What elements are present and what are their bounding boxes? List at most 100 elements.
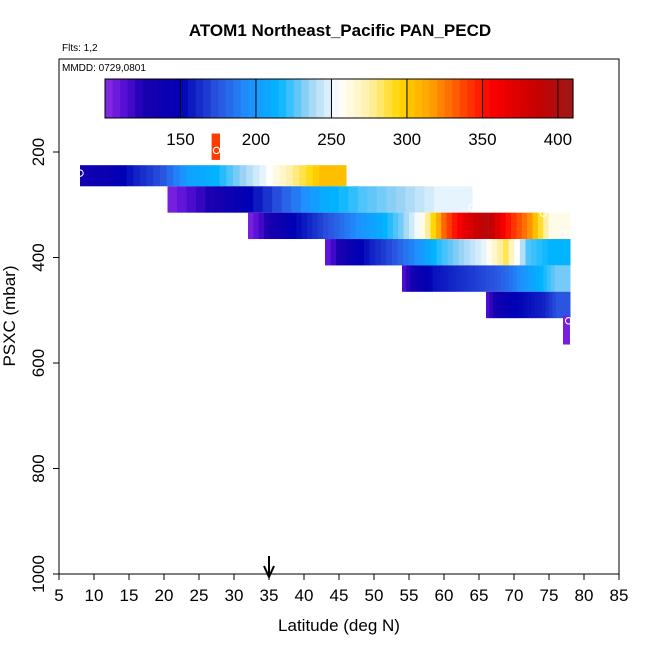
data-cell — [478, 212, 485, 240]
x-tick-label: 70 — [505, 586, 524, 605]
y-tick-label: 800 — [29, 454, 48, 482]
data-cell — [339, 212, 346, 240]
data-cell — [310, 186, 321, 213]
y-tick-label: 600 — [29, 349, 48, 377]
data-cell — [441, 239, 448, 266]
data-cell — [527, 212, 533, 240]
data-cell — [428, 265, 434, 292]
y-tick-label: 1000 — [29, 555, 48, 593]
data-cell — [494, 212, 501, 240]
data-cell — [179, 165, 187, 187]
colorbar-segment — [263, 79, 272, 118]
data-cell — [451, 212, 458, 240]
data-cell — [391, 239, 398, 266]
data-cell — [173, 165, 181, 187]
data-cell — [425, 212, 431, 240]
data-cell — [326, 165, 334, 187]
data-cell — [146, 165, 154, 187]
data-cell — [500, 212, 507, 240]
colorbar-segment — [399, 79, 408, 118]
data-cell — [405, 265, 411, 292]
colorbar-segment — [482, 79, 491, 118]
x-tick-label: 5 — [54, 586, 63, 605]
data-cell — [300, 186, 311, 213]
x-tick-label: 80 — [575, 586, 594, 605]
colorbar-segment — [414, 79, 423, 118]
x-axis-label: Latitude (deg N) — [278, 616, 400, 635]
data-cell — [543, 212, 550, 240]
data-cell — [492, 239, 499, 266]
colorbar-segment — [172, 79, 182, 118]
colorbar-segment — [542, 79, 551, 118]
data-cell — [550, 265, 556, 292]
data-cell — [531, 291, 536, 319]
data-cell — [508, 265, 514, 292]
data-cell — [248, 212, 254, 240]
data-cell — [344, 212, 351, 240]
colorbar-segment — [406, 79, 416, 118]
data-cell — [566, 265, 571, 292]
data-cell — [332, 165, 340, 187]
y-tick-label: 200 — [29, 138, 48, 166]
data-cell — [306, 165, 314, 187]
data-cell — [357, 186, 368, 213]
data-cell — [339, 165, 347, 187]
data-cell — [542, 291, 546, 319]
data-cell — [441, 212, 448, 240]
data-cell — [542, 239, 549, 266]
data-cell — [558, 265, 563, 292]
data-cell — [512, 265, 518, 292]
y-axis: 200 400 600 800 1000 — [29, 138, 59, 593]
data-cell — [333, 212, 340, 240]
data-cell — [153, 165, 161, 187]
data-cell — [539, 265, 544, 292]
colorbar-segment — [512, 79, 521, 118]
data-cell — [531, 239, 538, 266]
data-cell — [252, 165, 261, 187]
colorbar-segment — [240, 79, 250, 118]
x-tick-label: 50 — [365, 586, 384, 605]
data-cell — [564, 239, 571, 266]
data-cell — [323, 212, 329, 240]
colorbar-segment — [188, 79, 197, 118]
data-cell — [317, 212, 324, 240]
data-cell — [559, 212, 566, 240]
data-cell — [478, 265, 483, 292]
colorbar-segment — [255, 79, 265, 118]
data-cell — [425, 239, 432, 266]
data-cell — [469, 239, 476, 266]
x-tick-label: 55 — [400, 586, 419, 605]
data-cells — [80, 133, 571, 345]
data-cell — [296, 212, 303, 240]
data-cell — [430, 212, 437, 240]
data-cell — [521, 212, 528, 240]
data-cell — [292, 165, 300, 187]
colorbar-segment — [233, 79, 242, 118]
data-marker — [212, 146, 221, 155]
arrow-head — [263, 565, 275, 580]
y-tick-label: 400 — [29, 243, 48, 271]
data-cell — [436, 239, 443, 266]
data-cell — [219, 165, 227, 187]
data-cell — [458, 239, 465, 266]
data-cell — [126, 165, 134, 187]
data-cell — [358, 239, 365, 266]
data-cell — [290, 212, 297, 240]
colorbar-segment — [286, 79, 295, 118]
colorbar-segment — [437, 79, 446, 118]
colorbar-segment — [339, 79, 348, 118]
data-cell — [459, 265, 464, 292]
colorbar-segment — [550, 79, 559, 118]
data-cell — [430, 239, 437, 266]
data-cell — [462, 186, 473, 213]
data-marker — [559, 230, 567, 239]
data-cell — [392, 212, 399, 240]
colorbar-segment — [210, 79, 219, 118]
colorbar-segment — [331, 79, 340, 118]
data-cell — [397, 239, 404, 266]
data-cell — [253, 212, 260, 240]
data-cell — [80, 165, 88, 187]
data-cell — [243, 186, 254, 213]
data-cell — [457, 212, 464, 240]
data-cell — [500, 291, 504, 319]
